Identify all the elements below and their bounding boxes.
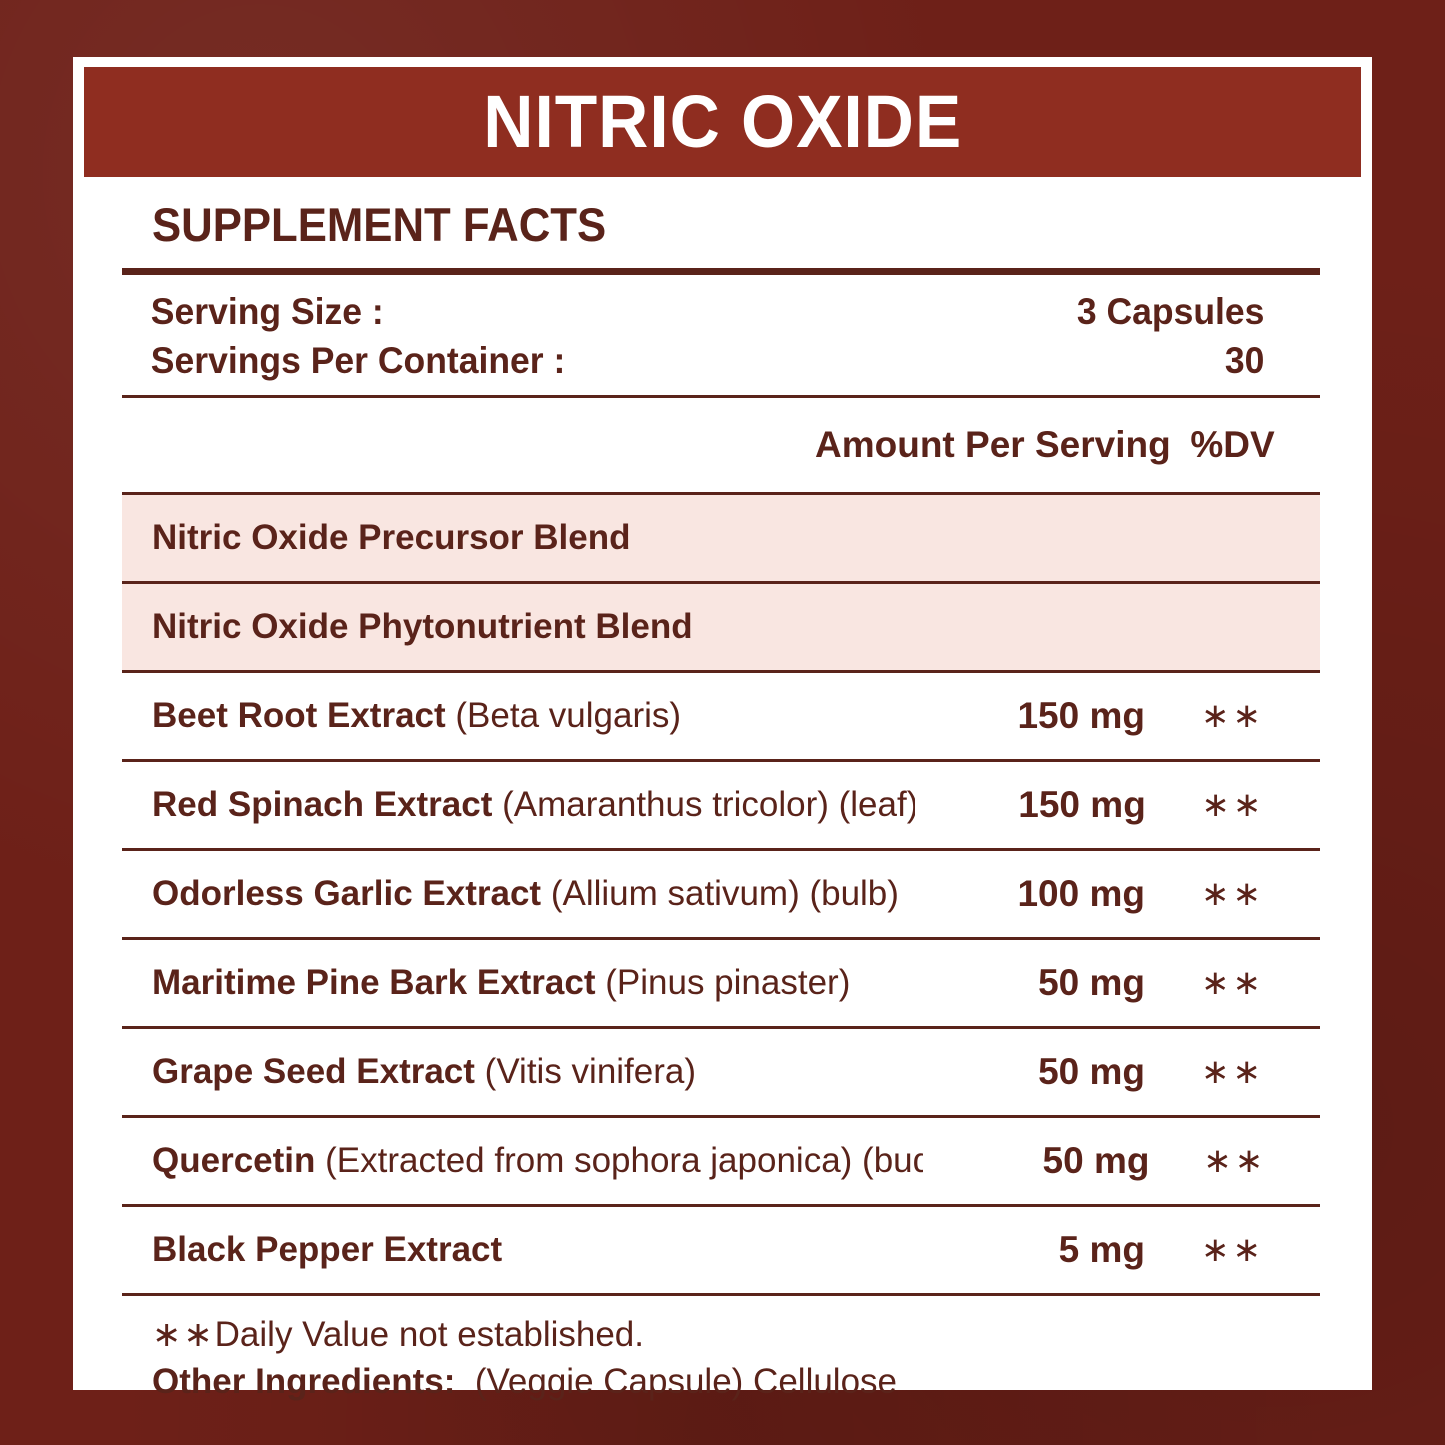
supplement-facts-table: Serving Size : 3 Capsules Servings Per C…: [122, 268, 1320, 1406]
ingredient-dv: ∗∗: [1201, 786, 1265, 825]
blend-row-phytonutrient: Nitric Oxide Phytonutrient Blend: [122, 584, 1320, 671]
row-divider-rule: [122, 848, 1320, 852]
ingredient-amount: 50 mg: [1038, 1051, 1145, 1093]
ingredient-name: Maritime Pine Bark Extract (Pinus pinast…: [152, 963, 851, 1003]
ingredient-name: Black Pepper Extract: [152, 1230, 503, 1270]
product-title-band: NITRIC OXIDE: [84, 67, 1361, 177]
ingredient-name: Beet Root Extract (Beta vulgaris): [152, 696, 682, 736]
ingredient-latin: (Pinus pinaster): [605, 963, 851, 1003]
other-ingredients-value: (Veggie Capsule) Cellulose: [474, 1361, 898, 1401]
table-row: Odorless Garlic Extract (Allium sativum)…: [122, 851, 1320, 937]
column-header-dv: %DV: [1190, 424, 1275, 466]
daily-value-note: ∗∗Daily Value not established.: [152, 1312, 1320, 1359]
ingredient-amount: 150 mg: [1017, 695, 1145, 737]
ingredient-latin: (Amaranthus tricolor) (leaf): [502, 785, 915, 825]
product-title: NITRIC OXIDE: [483, 80, 962, 163]
ingredient-amount: 150 mg: [1018, 784, 1146, 826]
header-divider-rule: [122, 492, 1320, 496]
blend-divider-rule-2: [122, 670, 1320, 674]
ingredient-latin: (Beta vulgaris): [455, 696, 682, 736]
ingredient-latin: (Extracted from sophora japonica) (bud): [325, 1141, 924, 1181]
other-ingredients-line: Other Ingredients: (Veggie Capsule) Cell…: [152, 1359, 1320, 1406]
row-divider-rule: [122, 1115, 1320, 1119]
blend-row-precursor: Nitric Oxide Precursor Blend: [122, 495, 1320, 582]
ingredient-latin: (Vitis vinifera): [484, 1052, 697, 1092]
ingredient-dv: ∗∗: [1201, 697, 1264, 736]
ingredient-name: Odorless Garlic Extract (Allium sativum)…: [152, 874, 899, 914]
table-top-rule: [122, 268, 1320, 275]
table-row: Grape Seed Extract (Vitis vinifera) 50 m…: [122, 1029, 1320, 1115]
serving-size-row: Serving Size : 3 Capsules: [122, 287, 1272, 336]
table-row: Beet Root Extract (Beta vulgaris) 150 mg…: [122, 673, 1320, 759]
serving-info-block: Serving Size : 3 Capsules Servings Per C…: [122, 275, 1320, 395]
blend-divider-rule-1: [122, 581, 1320, 585]
blend-name: Nitric Oxide Precursor Blend: [152, 518, 631, 558]
serving-size-value: 3 Capsules: [1076, 291, 1265, 332]
panel-title: SUPPLEMENT FACTS: [152, 198, 607, 251]
ingredient-latin: (Allium sativum) (bulb): [550, 874, 899, 914]
row-divider-rule: [122, 1026, 1320, 1030]
table-row: Maritime Pine Bark Extract (Pinus pinast…: [122, 940, 1320, 1026]
dv-star-marker: ∗∗: [152, 1315, 215, 1355]
row-divider-rule: [122, 937, 1320, 941]
ingredient-name: Red Spinach Extract (Amaranthus tricolor…: [152, 785, 915, 825]
table-row: Quercetin (Extracted from sophora japoni…: [122, 1118, 1320, 1204]
footnotes-block: ∗∗Daily Value not established. Other Ing…: [122, 1296, 1320, 1405]
ingredient-amount: 5 mg: [1058, 1229, 1145, 1271]
row-divider-rule: [122, 759, 1320, 763]
column-header-row: Amount Per Serving %DV: [122, 398, 1320, 492]
supplement-facts-card: NITRIC OXIDE SUPPLEMENT FACTS Serving Si…: [73, 57, 1372, 1401]
table-row: Black Pepper Extract 5 mg ∗∗: [122, 1207, 1320, 1293]
serving-divider-rule: [122, 395, 1320, 399]
other-ingredients-label: Other Ingredients:: [152, 1361, 456, 1401]
servings-per-container-value: 30: [1224, 340, 1265, 382]
ingredient-dv: ∗∗: [1201, 964, 1264, 1003]
ingredient-dv: ∗∗: [1203, 1142, 1267, 1181]
ingredient-amount: 100 mg: [1017, 873, 1145, 915]
table-bottom-rule: [122, 1293, 1320, 1297]
ingredient-amount: 50 mg: [1042, 1140, 1150, 1182]
ingredient-dv: ∗∗: [1201, 875, 1264, 914]
ingredient-name: Grape Seed Extract (Vitis vinifera): [152, 1052, 697, 1092]
ingredient-name: Quercetin (Extracted from sophora japoni…: [152, 1141, 923, 1181]
serving-size-label: Serving Size :: [150, 291, 384, 332]
row-divider-rule: [122, 1204, 1320, 1208]
servings-per-container-row: Servings Per Container : 30: [122, 336, 1272, 385]
dv-note-text: Daily Value not established.: [214, 1315, 644, 1355]
servings-per-container-label: Servings Per Container :: [150, 340, 566, 382]
table-row: Red Spinach Extract (Amaranthus tricolor…: [122, 762, 1320, 848]
ingredient-amount: 50 mg: [1038, 962, 1145, 1004]
column-header-amount: Amount Per Serving: [815, 424, 1171, 466]
blend-name: Nitric Oxide Phytonutrient Blend: [152, 607, 693, 647]
ingredient-dv: ∗∗: [1201, 1053, 1264, 1092]
ingredient-dv: ∗∗: [1201, 1231, 1264, 1270]
